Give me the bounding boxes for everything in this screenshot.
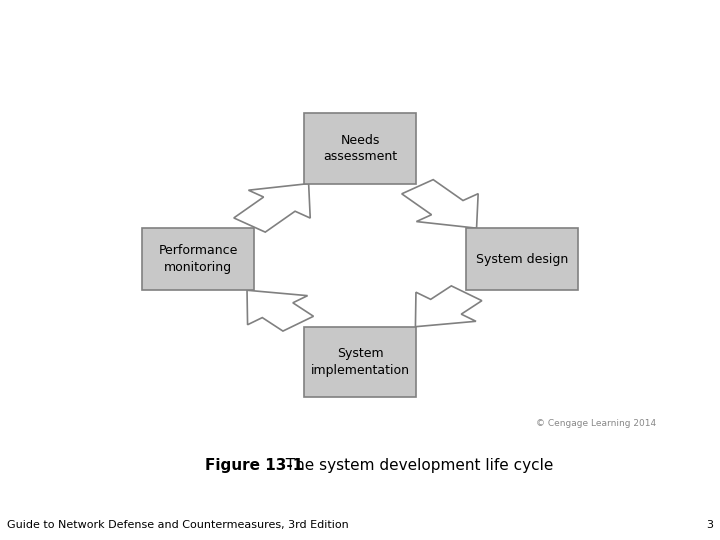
FancyBboxPatch shape — [467, 228, 577, 291]
FancyBboxPatch shape — [143, 228, 254, 291]
Text: Figure 13-1: Figure 13-1 — [205, 458, 303, 473]
Polygon shape — [247, 291, 313, 331]
Text: System
implementation: System implementation — [310, 347, 410, 377]
Text: Needs
assessment: Needs assessment — [323, 133, 397, 164]
FancyBboxPatch shape — [304, 327, 416, 397]
Text: 3: 3 — [706, 520, 713, 530]
Text: System design: System design — [476, 253, 568, 266]
Polygon shape — [415, 286, 482, 327]
Polygon shape — [402, 180, 478, 228]
Text: The system development life cycle: The system development life cycle — [276, 458, 553, 473]
Text: © Cengage Learning 2014: © Cengage Learning 2014 — [536, 420, 657, 428]
Polygon shape — [234, 184, 310, 232]
Text: Performance
monitoring: Performance monitoring — [158, 244, 238, 274]
FancyBboxPatch shape — [304, 113, 416, 184]
Text: Guide to Network Defense and Countermeasures, 3rd Edition: Guide to Network Defense and Countermeas… — [7, 520, 349, 530]
